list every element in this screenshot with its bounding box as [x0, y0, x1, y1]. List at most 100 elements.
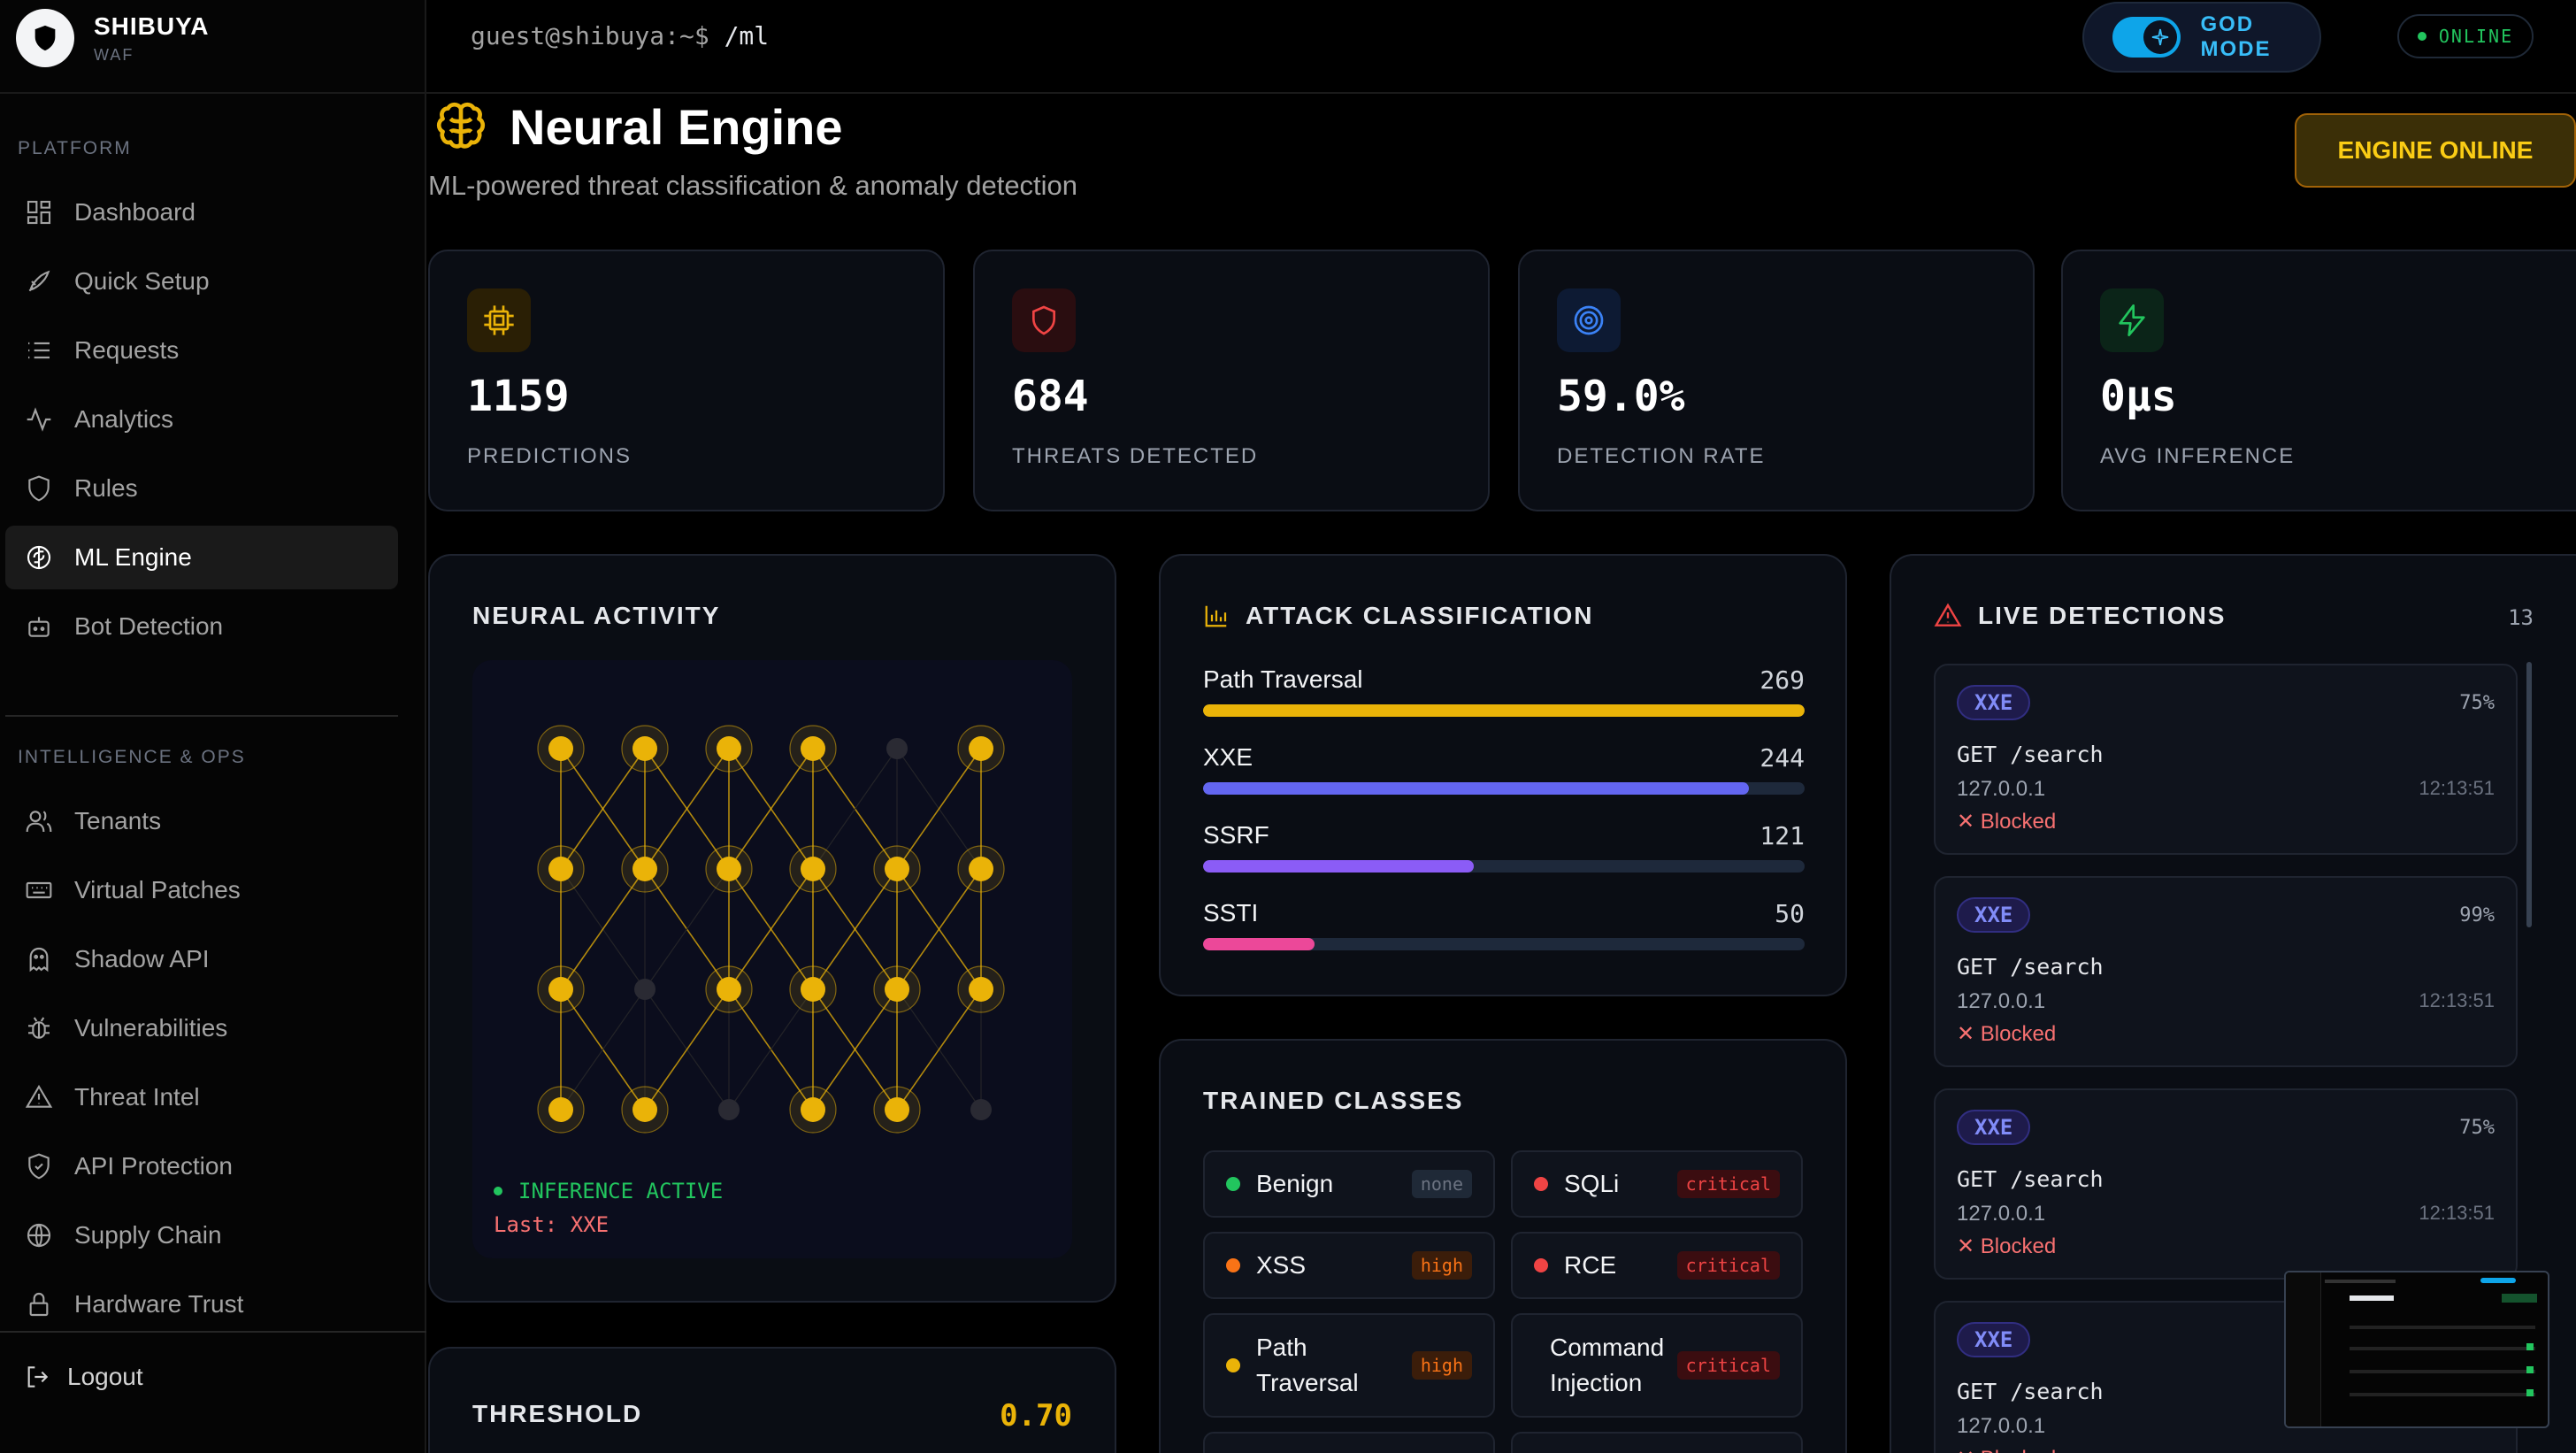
rocket-icon: [28, 270, 50, 292]
neural-node: [801, 736, 825, 761]
alert-triangle-icon: [25, 1084, 53, 1108]
detection-card[interactable]: XXE 75% GET /search 127.0.0.1 12:13:51 ✕ Bloc…: [1934, 664, 2518, 855]
attack-type-badge: XXE: [1957, 685, 2031, 720]
class-item: Benign none: [1203, 1150, 1495, 1218]
sidebar-item-hardware-trust[interactable]: Hardware Trust: [5, 1272, 398, 1336]
neural-node: [717, 736, 741, 761]
stat-label: AVG INFERENCE: [2100, 444, 2296, 468]
divider: [0, 92, 426, 94]
sidebar-item-tenants[interactable]: Tenants: [5, 789, 398, 853]
god-mode-label: GOD MODE: [2200, 12, 2272, 61]
panel-title: ATTACK CLASSIFICATION: [1203, 602, 1594, 630]
request-line: GET /search: [1957, 954, 2104, 980]
attack-bar-track: [1203, 782, 1805, 795]
users-icon: [26, 811, 52, 833]
toggle-switch[interactable]: [2112, 17, 2181, 58]
shield-check-icon: [28, 1153, 50, 1180]
stat-value: 1159: [467, 372, 570, 421]
severity-badge: critical: [1676, 1351, 1780, 1380]
stat-label: PREDICTIONS: [467, 444, 632, 468]
severity-dot: [1534, 1258, 1548, 1272]
detection-card[interactable]: XXE 99% GET /search 127.0.0.1 12:13:51 ✕ Bloc…: [1934, 876, 2518, 1067]
status-dot: [494, 1187, 502, 1195]
god-mode-toggle[interactable]: GOD MODE: [2082, 2, 2321, 73]
sidebar-item-bot-detection[interactable]: Bot Detection: [5, 595, 398, 658]
trained-classes-panel: TRAINED CLASSES Benign none SQLi critical XS…: [1159, 1039, 1847, 1453]
bot-icon: [28, 617, 50, 637]
activity-icon: [27, 407, 51, 432]
panel-title-label: LIVE DETECTIONS: [1978, 602, 2227, 629]
x-icon: ✕: [1957, 1447, 1981, 1453]
globe-icon: [27, 1223, 51, 1248]
attack-label: Path Traversal: [1203, 665, 1363, 693]
stat-card-detection-rate: 59.0% DETECTION RATE: [1518, 250, 2035, 511]
neural-node: [969, 977, 993, 1002]
block-status: ✕ Blocked: [1957, 1446, 2056, 1453]
sidebar-item-supply-chain[interactable]: Supply Chain: [5, 1203, 398, 1267]
sidebar-item-analytics[interactable]: Analytics: [5, 388, 398, 451]
source-ip: 127.0.0.1: [1957, 1202, 2046, 1226]
sidebar-item-rules[interactable]: Rules: [5, 457, 398, 520]
brand-name: SHIBUYA: [94, 12, 210, 40]
sidebar: SHIBUYA WAF PLATFORM Dashboard Quick Set…: [0, 0, 426, 1453]
sidebar-item-dashboard[interactable]: Dashboard: [5, 181, 398, 244]
sidebar-item-label: Hardware Trust: [74, 1290, 244, 1318]
attack-bar-fill: [1203, 782, 1749, 795]
neural-node: [717, 857, 741, 881]
sidebar-item-virtual-patches[interactable]: Virtual Patches: [5, 858, 398, 922]
brand-sub: WAF: [94, 45, 134, 64]
neural-node: [886, 738, 908, 759]
sidebar-item-requests[interactable]: Requests: [5, 319, 398, 382]
logout-button[interactable]: Logout: [23, 1363, 143, 1391]
sidebar-item-ml-engine[interactable]: ML Engine: [5, 526, 398, 589]
neural-connection: [644, 868, 730, 990]
scrollbar[interactable]: [2526, 662, 2532, 927]
class-name: Path Traversal: [1256, 1334, 1359, 1396]
class-item: Command Injection critical: [1511, 1313, 1803, 1418]
sidebar-item-threat-intel[interactable]: Threat Intel: [5, 1065, 398, 1129]
sidebar-item-vulnerabilities[interactable]: Vulnerabilities: [5, 996, 398, 1060]
request-line: GET /search: [1957, 1166, 2104, 1192]
class-item: Path Traversal high: [1203, 1313, 1495, 1418]
attack-label: SSRF: [1203, 821, 1269, 849]
class-item: [1203, 1432, 1495, 1453]
brand[interactable]: SHIBUYA WAF: [16, 9, 209, 67]
confidence: 75%: [2459, 1117, 2495, 1139]
class-item: RCE critical: [1511, 1232, 1803, 1299]
cpu-icon: [467, 288, 531, 352]
neural-node: [801, 1097, 825, 1122]
page-title: Neural Engine: [510, 98, 843, 155]
sidebar-item-shadow-api[interactable]: Shadow API: [5, 927, 398, 991]
neural-node: [548, 1097, 573, 1122]
block-status-label: Blocked: [1980, 810, 2057, 834]
sidebar-item-label: Quick Setup: [74, 267, 210, 295]
status-badge: ONLINE: [2397, 14, 2534, 58]
neural-node: [801, 857, 825, 881]
top-bar: guest@shibuya:~$ /ml GOD MODE ONLINE: [426, 0, 2576, 94]
attack-bar-track: [1203, 938, 1805, 950]
sidebar-item-label: Supply Chain: [74, 1221, 222, 1249]
threshold-title: THRESHOLD: [472, 1400, 643, 1427]
detection-card[interactable]: XXE 75% GET /search 127.0.0.1 12:13:51 ✕ Bloc…: [1934, 1088, 2518, 1280]
sidebar-item-label: Virtual Patches: [74, 876, 241, 903]
stat-label: DETECTION RATE: [1557, 444, 1766, 468]
engine-online-button[interactable]: ENGINE ONLINE: [2295, 113, 2576, 188]
x-icon: ✕: [1957, 810, 1981, 834]
sidebar-item-label: Tenants: [74, 807, 162, 834]
block-status: ✕ Blocked: [1957, 1021, 2056, 1047]
screen-preview-thumbnail[interactable]: [2284, 1271, 2549, 1428]
sidebar-item-api-protection[interactable]: API Protection: [5, 1134, 398, 1198]
sidebar-item-label: API Protection: [74, 1152, 233, 1180]
attack-type-badge: XXE: [1957, 897, 2031, 933]
sidebar-item-label: Rules: [74, 474, 138, 502]
brain-icon: [27, 545, 51, 570]
neural-connection: [728, 868, 814, 990]
sidebar-item-quick-setup[interactable]: Quick Setup: [5, 250, 398, 313]
sidebar-item-label: Dashboard: [74, 198, 196, 226]
neural-connection: [896, 868, 982, 990]
timestamp: 12:13:51: [2419, 1202, 2495, 1224]
attack-count: 244: [1760, 743, 1805, 773]
attack-count: 269: [1760, 665, 1805, 695]
timestamp: 12:13:51: [2419, 989, 2495, 1011]
page-header: Neural Engine: [430, 96, 843, 158]
